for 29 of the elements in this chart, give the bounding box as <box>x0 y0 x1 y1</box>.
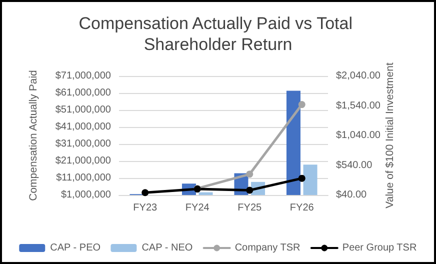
point <box>142 189 149 196</box>
point <box>246 170 254 178</box>
y-tick-label: $1,000,000 <box>60 190 112 200</box>
legend-label: Company TSR <box>234 242 300 254</box>
x-tick-label: FY23 <box>133 202 158 214</box>
x-tick-label: FY26 <box>290 202 314 214</box>
legend-label: CAP - NEO <box>142 242 193 254</box>
y-tick-label: $71,000,000 <box>55 70 112 82</box>
x-tick-label: FY25 <box>238 202 262 214</box>
point <box>298 174 306 182</box>
y2-axis-title: Value of $100 Initial Investment <box>384 62 396 208</box>
y2-tick-label: $540.00 <box>336 160 373 171</box>
y2-tick-label: $1,040.00 <box>336 130 381 141</box>
legend-label: CAP - PEO <box>50 242 101 254</box>
y-tick-label: $41,000,000 <box>55 122 112 132</box>
y-tick-label: $61,000,000 <box>55 88 112 98</box>
legend-label: Peer Group TSR <box>342 242 417 254</box>
point <box>246 186 254 194</box>
y2-tick-label: $1,540.00 <box>336 100 381 112</box>
chart-title: Compensation Actually Paid vs Total Shareholder Return <box>78 14 358 54</box>
y2-tick-label: $40.00 <box>336 190 368 200</box>
x-tick-label: FY24 <box>185 202 210 214</box>
point <box>298 101 306 108</box>
y-axis-title: Compensation Actually Paid <box>28 70 40 201</box>
y-tick-label: $31,000,000 <box>55 138 112 150</box>
y-tick-label: $21,000,000 <box>55 156 112 166</box>
y-tick-label: $11,000,000 <box>56 172 112 184</box>
y-tick-label: $51,000,000 <box>55 104 112 116</box>
y2-tick-label: $2,040.00 <box>336 70 381 82</box>
